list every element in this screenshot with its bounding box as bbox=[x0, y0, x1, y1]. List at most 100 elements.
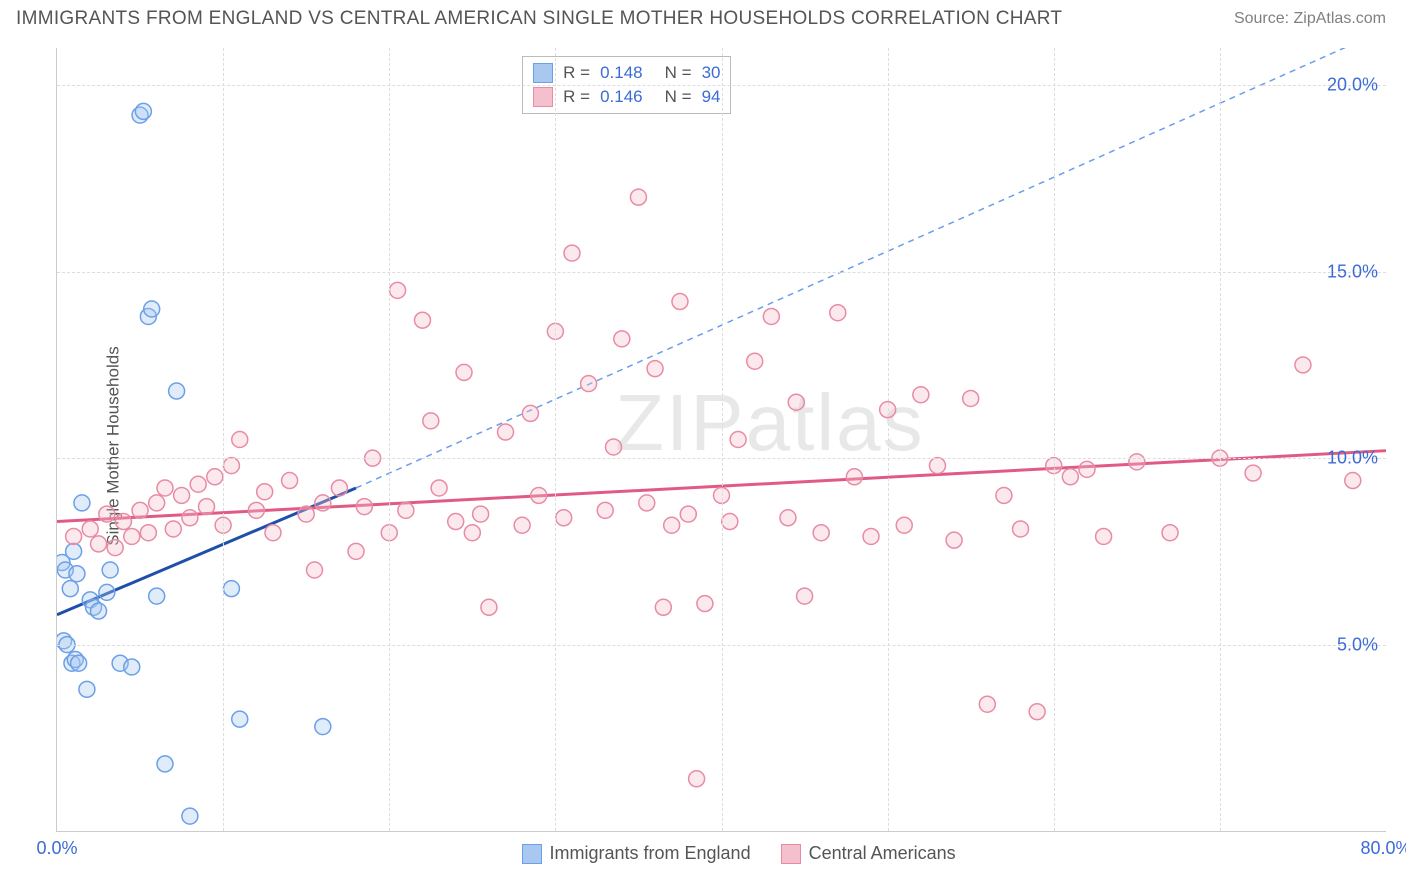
legend-correlation-row: R = 0.148N = 30 bbox=[533, 61, 720, 85]
data-point bbox=[498, 424, 514, 440]
data-point bbox=[1345, 473, 1361, 489]
data-point bbox=[265, 525, 281, 541]
data-point bbox=[124, 659, 140, 675]
legend-swatch bbox=[781, 844, 801, 864]
legend-series-item: Immigrants from England bbox=[522, 843, 751, 864]
data-point bbox=[780, 510, 796, 526]
data-point bbox=[199, 499, 215, 515]
data-point bbox=[747, 353, 763, 369]
data-point bbox=[431, 480, 447, 496]
data-point bbox=[207, 469, 223, 485]
data-point bbox=[140, 525, 156, 541]
data-point bbox=[730, 432, 746, 448]
data-point bbox=[149, 495, 165, 511]
data-point bbox=[79, 681, 95, 697]
data-point bbox=[1096, 528, 1112, 544]
data-point bbox=[639, 495, 655, 511]
data-point bbox=[1295, 357, 1311, 373]
legend-series-item: Central Americans bbox=[781, 843, 956, 864]
data-point bbox=[647, 361, 663, 377]
chart-container: ZIPatlas R = 0.148N = 30R = 0.146N = 94 … bbox=[56, 48, 1386, 832]
legend-r-value: 0.148 bbox=[600, 63, 643, 83]
legend-r-label: R = bbox=[563, 87, 590, 107]
data-point bbox=[223, 458, 239, 474]
x-tick-label: 80.0% bbox=[1360, 838, 1406, 859]
legend-series-label: Central Americans bbox=[809, 843, 956, 864]
y-tick-label: 5.0% bbox=[1337, 634, 1378, 655]
data-point bbox=[298, 506, 314, 522]
data-point bbox=[124, 528, 140, 544]
data-point bbox=[99, 584, 115, 600]
data-point bbox=[655, 599, 671, 615]
data-point bbox=[174, 487, 190, 503]
data-point bbox=[182, 808, 198, 824]
data-point bbox=[473, 506, 489, 522]
data-point bbox=[556, 510, 572, 526]
data-point bbox=[315, 495, 331, 511]
data-point bbox=[1162, 525, 1178, 541]
data-point bbox=[630, 189, 646, 205]
gridline-vertical bbox=[888, 48, 889, 831]
data-point bbox=[144, 301, 160, 317]
x-tick-label: 0.0% bbox=[36, 838, 77, 859]
data-point bbox=[157, 480, 173, 496]
data-point bbox=[69, 566, 85, 582]
data-point bbox=[514, 517, 530, 533]
data-point bbox=[356, 499, 372, 515]
data-point bbox=[564, 245, 580, 261]
y-tick-label: 20.0% bbox=[1327, 75, 1378, 96]
gridline-vertical bbox=[389, 48, 390, 831]
chart-source: Source: ZipAtlas.com bbox=[1234, 10, 1386, 28]
gridline-vertical bbox=[223, 48, 224, 831]
legend-correlation-row: R = 0.146N = 94 bbox=[533, 85, 720, 109]
data-point bbox=[830, 305, 846, 321]
data-point bbox=[190, 476, 206, 492]
trendline-extrapolated bbox=[356, 48, 1386, 488]
data-point bbox=[996, 487, 1012, 503]
data-point bbox=[614, 331, 630, 347]
gridline-vertical bbox=[722, 48, 723, 831]
legend-r-value: 0.146 bbox=[600, 87, 643, 107]
data-point bbox=[74, 495, 90, 511]
data-point bbox=[456, 364, 472, 380]
data-point bbox=[348, 543, 364, 559]
data-point bbox=[132, 502, 148, 518]
data-point bbox=[1245, 465, 1261, 481]
data-point bbox=[423, 413, 439, 429]
data-point bbox=[66, 528, 82, 544]
data-point bbox=[813, 525, 829, 541]
legend-n-label: N = bbox=[665, 63, 692, 83]
data-point bbox=[448, 514, 464, 530]
data-point bbox=[481, 599, 497, 615]
data-point bbox=[135, 103, 151, 119]
data-point bbox=[257, 484, 273, 500]
legend-n-label: N = bbox=[665, 87, 692, 107]
data-point bbox=[107, 540, 123, 556]
data-point bbox=[99, 506, 115, 522]
data-point bbox=[863, 528, 879, 544]
data-point bbox=[149, 588, 165, 604]
data-point bbox=[946, 532, 962, 548]
data-point bbox=[182, 510, 198, 526]
data-point bbox=[913, 387, 929, 403]
data-point bbox=[248, 502, 264, 518]
data-point bbox=[788, 394, 804, 410]
data-point bbox=[414, 312, 430, 328]
data-point bbox=[102, 562, 118, 578]
data-point bbox=[522, 405, 538, 421]
data-point bbox=[680, 506, 696, 522]
data-point bbox=[315, 719, 331, 735]
data-point bbox=[979, 696, 995, 712]
data-point bbox=[1013, 521, 1029, 537]
data-point bbox=[963, 390, 979, 406]
legend-series: Immigrants from England Central Americans bbox=[522, 843, 956, 864]
data-point bbox=[223, 581, 239, 597]
data-point bbox=[390, 282, 406, 298]
data-point bbox=[331, 480, 347, 496]
data-point bbox=[1079, 461, 1095, 477]
data-point bbox=[165, 521, 181, 537]
legend-swatch bbox=[533, 87, 553, 107]
data-point bbox=[672, 294, 688, 310]
y-tick-label: 10.0% bbox=[1327, 448, 1378, 469]
chart-header: IMMIGRANTS FROM ENGLAND VS CENTRAL AMERI… bbox=[0, 0, 1406, 34]
